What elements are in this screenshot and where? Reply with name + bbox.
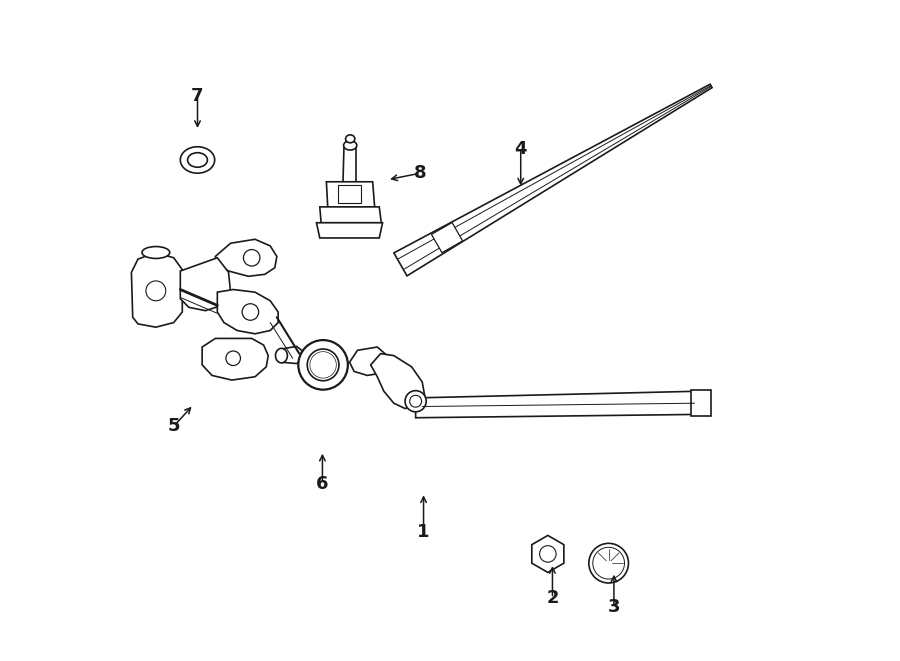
Text: 1: 1 (418, 523, 430, 541)
Polygon shape (343, 145, 356, 182)
Polygon shape (215, 239, 277, 276)
Ellipse shape (242, 303, 258, 320)
Polygon shape (317, 223, 382, 238)
Polygon shape (202, 338, 268, 380)
Ellipse shape (226, 351, 240, 366)
Ellipse shape (298, 340, 348, 390)
Ellipse shape (310, 352, 337, 378)
Ellipse shape (344, 141, 356, 150)
Text: 6: 6 (316, 475, 328, 493)
Text: 5: 5 (167, 417, 180, 436)
Text: 3: 3 (608, 598, 620, 616)
Polygon shape (131, 253, 183, 327)
Polygon shape (320, 207, 382, 223)
Polygon shape (416, 391, 695, 418)
Ellipse shape (405, 391, 427, 412)
Polygon shape (282, 346, 303, 364)
Ellipse shape (589, 543, 628, 583)
Ellipse shape (346, 135, 355, 143)
Polygon shape (217, 290, 278, 334)
Polygon shape (431, 223, 463, 253)
Polygon shape (394, 84, 712, 276)
Ellipse shape (142, 247, 170, 258)
Polygon shape (327, 182, 374, 207)
Polygon shape (338, 185, 362, 203)
Polygon shape (349, 347, 389, 375)
Ellipse shape (275, 348, 287, 363)
Polygon shape (180, 258, 230, 311)
Ellipse shape (410, 395, 421, 407)
Text: 8: 8 (414, 164, 427, 182)
Ellipse shape (243, 250, 260, 266)
Text: 4: 4 (515, 139, 527, 158)
Ellipse shape (146, 281, 166, 301)
Ellipse shape (593, 547, 625, 579)
Ellipse shape (187, 153, 207, 167)
Text: 2: 2 (546, 589, 559, 607)
Text: 7: 7 (191, 87, 203, 105)
Ellipse shape (540, 546, 556, 562)
Polygon shape (532, 535, 564, 572)
Polygon shape (691, 390, 711, 416)
Polygon shape (371, 354, 425, 408)
Ellipse shape (180, 147, 215, 173)
Ellipse shape (307, 349, 339, 381)
